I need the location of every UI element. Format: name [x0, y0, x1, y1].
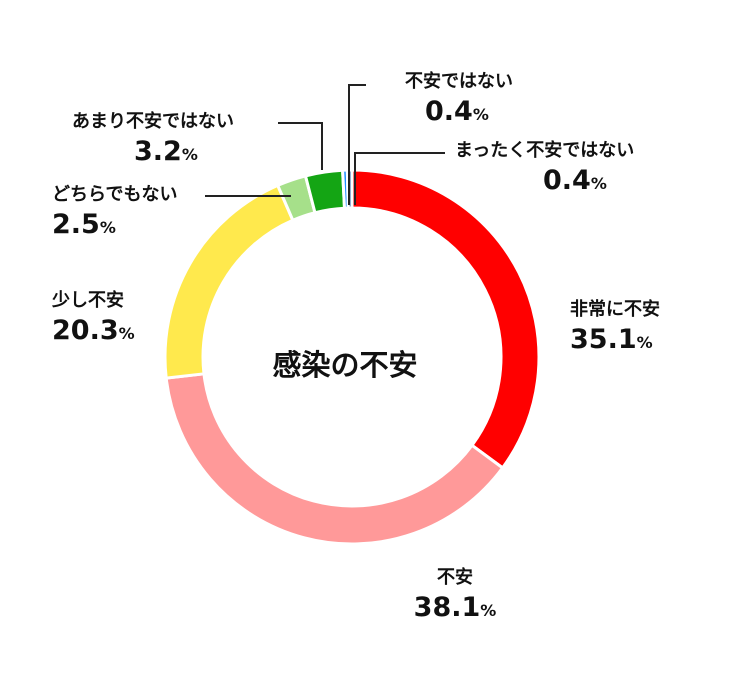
leader-line-mattaku [354, 152, 445, 205]
donut-slice-1 [350, 168, 541, 470]
label-fuan-dewanai: 不安ではない 0.4% [405, 71, 513, 127]
value-label: 2.5% [52, 208, 116, 240]
category-label: どちらでもない [52, 184, 178, 205]
value-label: 0.4% [543, 164, 607, 196]
label-mattaku-fuan-dewanai: まったく不安ではない 0.4% [455, 140, 635, 196]
category-label: 不安 [437, 567, 473, 588]
leader-line-amari [278, 122, 323, 170]
category-label: 少し不安 [52, 290, 124, 311]
value-label: 35.1% [570, 323, 653, 355]
value-label: 3.2% [134, 135, 198, 167]
label-amari-fuan-dewanai: あまり不安ではない 3.2% [72, 111, 234, 167]
donut-slice-2 [164, 372, 505, 546]
category-label: まったく不安ではない [455, 140, 635, 161]
category-label: あまり不安ではない [72, 111, 234, 132]
leader-lines [205, 84, 445, 205]
leader-line-fuan-dewanai [348, 84, 366, 205]
value-label: 38.1% [413, 591, 497, 623]
category-label: 不安ではない [405, 71, 513, 92]
value-label: 20.3% [52, 314, 135, 346]
value-label: 0.4% [425, 95, 489, 127]
label-sukoshi-fuan: 少し不安 20.3% [52, 290, 135, 346]
label-hijou-ni-fuan: 非常に不安 35.1% [570, 299, 660, 355]
category-label: 非常に不安 [570, 299, 660, 320]
chart-title: 感染の不安 [272, 348, 418, 382]
label-fuan: 不安 38.1% [405, 567, 505, 623]
label-dochira-demo-nai: どちらでもない 2.5% [52, 184, 178, 240]
